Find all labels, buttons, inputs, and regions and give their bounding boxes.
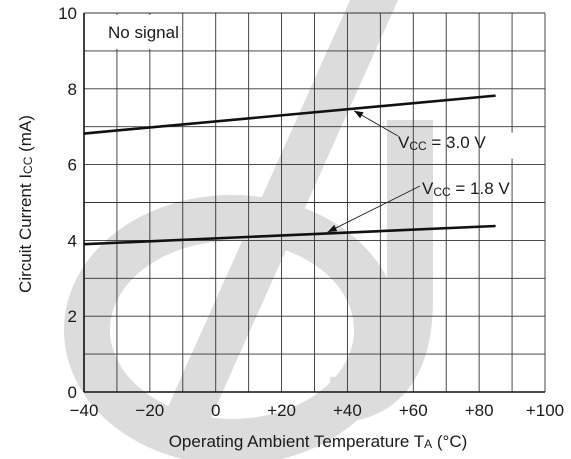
series-line-0 — [83, 94, 496, 135]
tick-labels: −40 −20 0 +20 +40 +60 +80 +100 0 2 4 6 8 10 — [58, 4, 564, 420]
series-label-vcc-1v8: VCC = 1.8 V — [422, 179, 510, 199]
leader-arrow-vcc-1v8-head — [327, 224, 338, 233]
x-tick-label: +100 — [526, 401, 564, 420]
watermark-out — [64, 0, 433, 459]
plot-frame — [83, 13, 545, 393]
x-tick-label: 0 — [211, 401, 220, 420]
y-tick-label: 4 — [68, 231, 77, 250]
leader-arrow-vcc-1v8 — [327, 185, 421, 233]
x-tick-label: +80 — [465, 401, 494, 420]
x-axis-title: Operating Ambient Temperature TA (°C) — [169, 432, 468, 451]
y-axis-title: Circuit Current ICC (mA) — [16, 115, 35, 293]
x-tick-label: −40 — [70, 401, 99, 420]
x-tick-label: +60 — [399, 401, 428, 420]
series-line-1 — [83, 224, 496, 246]
no-signal-box — [86, 15, 181, 49]
x-tick-label: +20 — [267, 401, 296, 420]
x-tick-label: +40 — [333, 401, 362, 420]
y-tick-label: 0 — [68, 383, 77, 402]
y-tick-label: 6 — [68, 156, 77, 175]
x-tick-label: −20 — [135, 401, 164, 420]
no-signal-annotation: No signal — [108, 23, 179, 42]
series-label-box-vcc-1v8 — [516, 170, 541, 197]
grid — [83, 12, 546, 393]
y-tick-label: 2 — [68, 307, 77, 326]
watermark-letter-o — [64, 195, 400, 459]
leader-arrow-vcc-3v-head — [354, 110, 364, 119]
series-lines — [83, 94, 496, 246]
series-label-vcc-3v: VCC = 3.0 V — [398, 133, 486, 153]
y-tick-label: 10 — [58, 4, 77, 23]
series-label-box-vcc-3v — [483, 132, 541, 159]
y-tick-label: 8 — [68, 80, 77, 99]
watermark-letter-u — [328, 120, 433, 423]
